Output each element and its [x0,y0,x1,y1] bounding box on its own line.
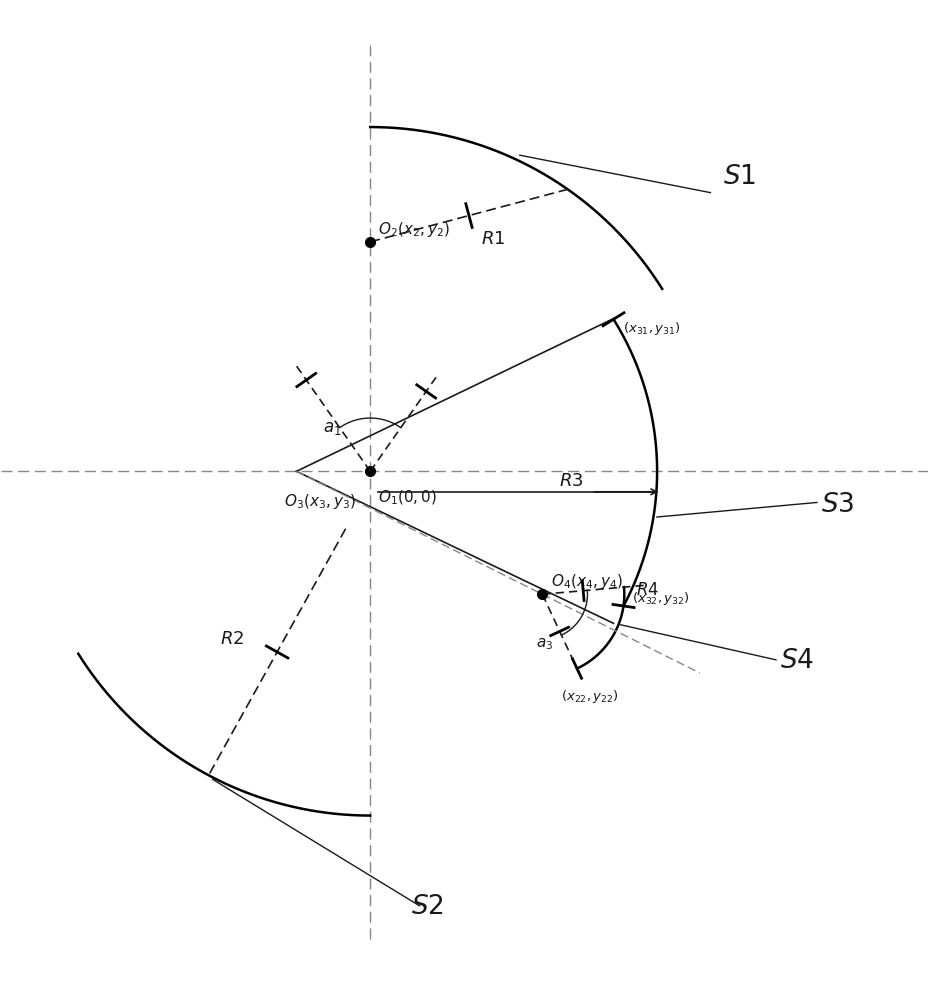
Text: $R3$: $R3$ [558,472,583,490]
Text: $R2$: $R2$ [220,630,244,648]
Text: $S2$: $S2$ [411,894,444,919]
Text: $S1$: $S1$ [722,164,755,189]
Text: $S4$: $S4$ [780,648,813,673]
Text: $a_1$: $a_1$ [322,420,341,437]
Text: $(x_{22},y_{22})$: $(x_{22},y_{22})$ [560,688,618,705]
Text: $O_2(x_2,y_2)$: $O_2(x_2,y_2)$ [378,220,450,239]
Text: $R1$: $R1$ [481,230,505,248]
Text: $O_4(x_4,y_4)$: $O_4(x_4,y_4)$ [550,572,622,591]
Text: $O_3(x_3,y_3)$: $O_3(x_3,y_3)$ [284,492,356,511]
Text: $R4$: $R4$ [636,582,659,599]
Text: $(x_{31},y_{31})$: $(x_{31},y_{31})$ [623,320,680,337]
Text: $(x_{32},y_{32})$: $(x_{32},y_{32})$ [631,590,689,607]
Text: $S3$: $S3$ [820,492,854,517]
Text: $O_1(0,0)$: $O_1(0,0)$ [378,489,437,507]
Text: $a_3$: $a_3$ [535,637,552,652]
